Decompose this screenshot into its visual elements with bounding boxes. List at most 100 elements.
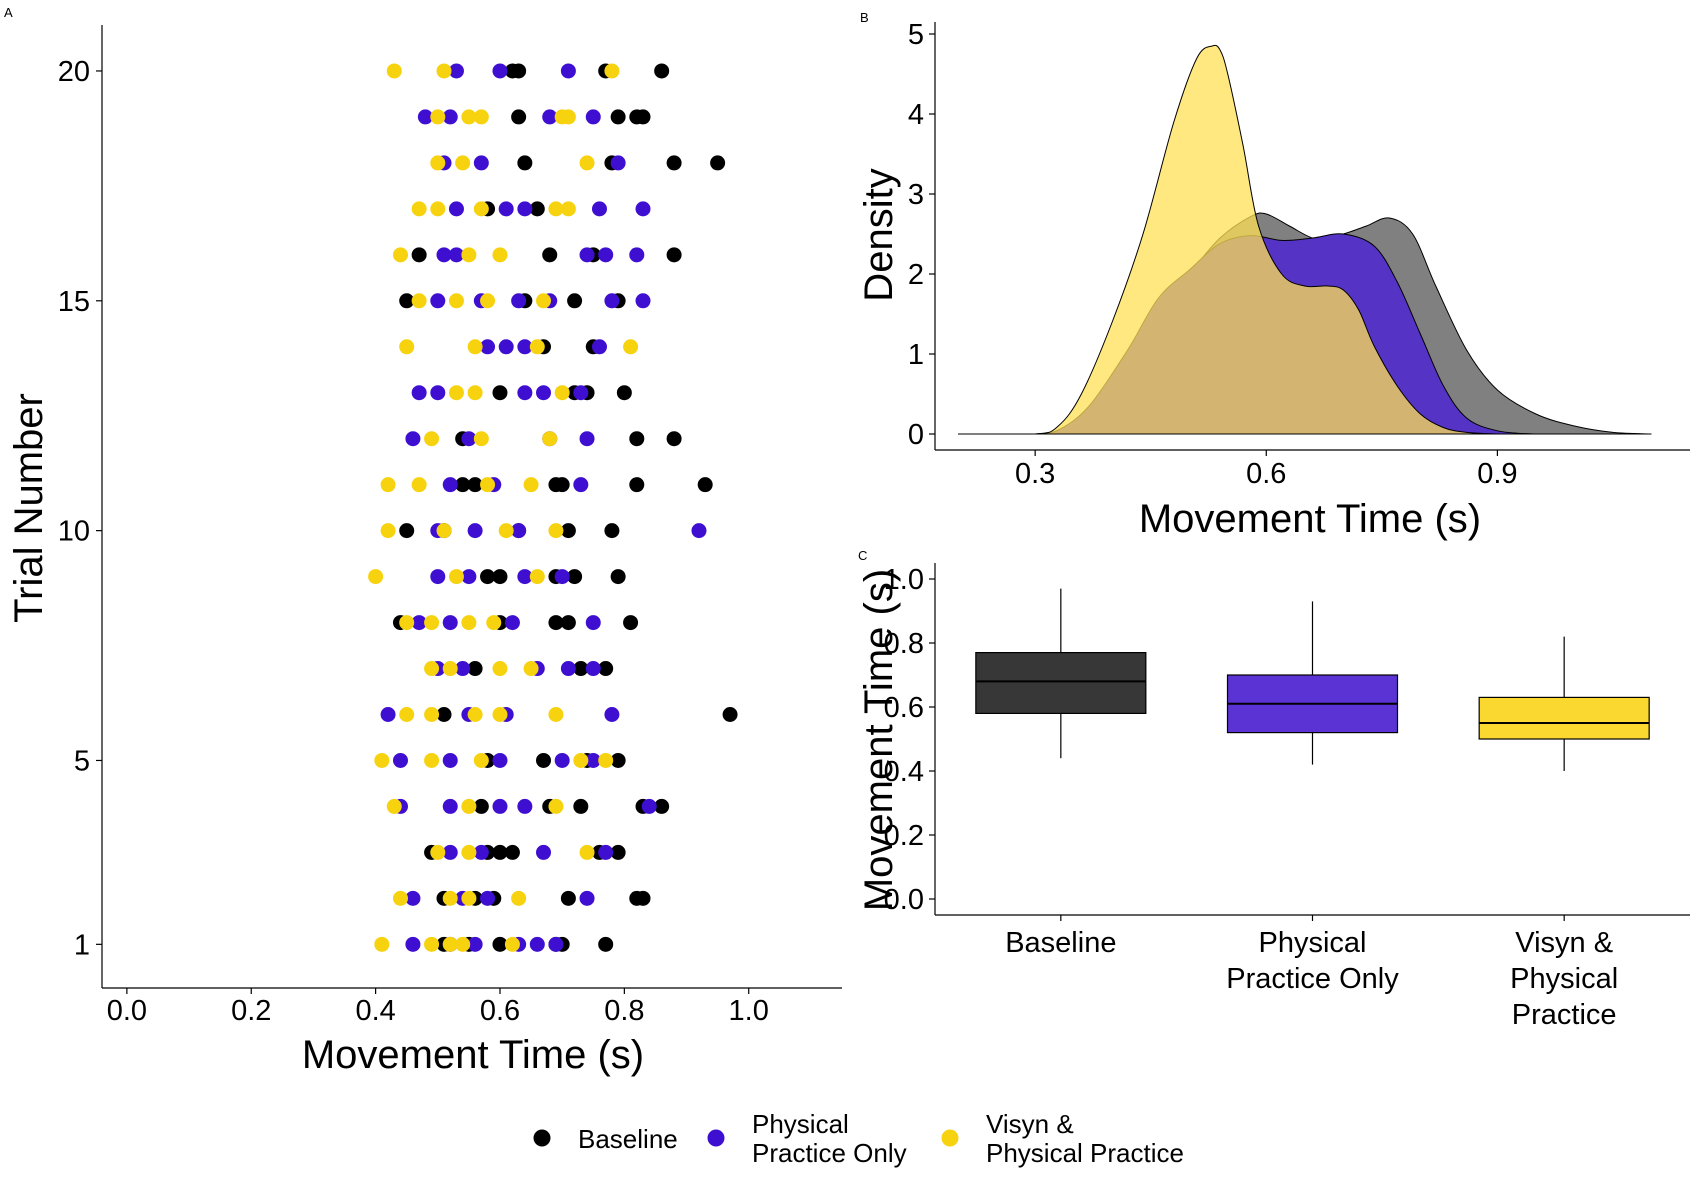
point-baseline bbox=[511, 109, 527, 125]
point-baseline bbox=[467, 477, 483, 493]
point-physical bbox=[473, 844, 489, 860]
legend-label-line: Visyn & bbox=[986, 1109, 1074, 1139]
panel-c-x-tick-label: Visyn & Physical Practice bbox=[1510, 927, 1618, 1031]
panel-a-x-tick-label: 0.6 bbox=[480, 995, 520, 1027]
panel-b-y-tick-label: 5 bbox=[908, 19, 924, 51]
point-baseline bbox=[548, 615, 564, 631]
point-physical bbox=[579, 890, 595, 906]
point-baseline bbox=[455, 477, 471, 493]
point-physical bbox=[573, 385, 589, 401]
legend-label-visyn: Visyn & Physical Practice bbox=[986, 1109, 1184, 1168]
point-visyn bbox=[467, 385, 483, 401]
point-baseline bbox=[517, 155, 533, 171]
point-visyn bbox=[511, 890, 527, 906]
point-baseline bbox=[560, 615, 576, 631]
point-visyn bbox=[461, 247, 477, 263]
point-baseline bbox=[610, 752, 626, 768]
point-visyn bbox=[424, 661, 440, 677]
point-visyn bbox=[579, 844, 595, 860]
point-baseline bbox=[467, 661, 483, 677]
point-baseline bbox=[610, 109, 626, 125]
panel-b-x-axis-title: Movement Time (s) bbox=[1139, 497, 1481, 541]
point-physical bbox=[442, 752, 458, 768]
point-physical bbox=[554, 752, 570, 768]
point-physical bbox=[392, 752, 408, 768]
point-visyn bbox=[430, 201, 446, 217]
point-physical bbox=[598, 844, 614, 860]
point-visyn bbox=[424, 706, 440, 722]
point-physical bbox=[467, 523, 483, 539]
point-physical bbox=[585, 661, 601, 677]
point-physical bbox=[498, 339, 514, 355]
point-visyn bbox=[473, 431, 489, 447]
panel-a-y-tick-label: 20 bbox=[58, 56, 90, 88]
point-physical bbox=[598, 247, 614, 263]
point-physical bbox=[492, 63, 508, 79]
point-visyn bbox=[392, 890, 408, 906]
point-visyn bbox=[411, 293, 427, 309]
point-physical bbox=[610, 155, 626, 171]
point-physical bbox=[492, 752, 508, 768]
point-visyn bbox=[430, 844, 446, 860]
point-visyn bbox=[436, 63, 452, 79]
point-visyn bbox=[560, 201, 576, 217]
panel-b-y-tick-label: 0 bbox=[908, 419, 924, 451]
point-physical bbox=[411, 615, 427, 631]
point-physical bbox=[591, 339, 607, 355]
point-physical bbox=[560, 63, 576, 79]
point-physical bbox=[591, 201, 607, 217]
point-baseline bbox=[492, 936, 508, 952]
point-visyn bbox=[386, 798, 402, 814]
point-physical bbox=[517, 385, 533, 401]
point-baseline bbox=[610, 569, 626, 585]
point-baseline bbox=[554, 477, 570, 493]
panel-c-x-tick-label-line: Physical bbox=[1259, 927, 1367, 959]
point-baseline bbox=[411, 247, 427, 263]
panel-c-axes: Baseline Physical Practice Only Visyn & Phys… bbox=[884, 563, 1690, 1031]
panel-letter-b: B bbox=[860, 10, 869, 25]
point-baseline bbox=[560, 890, 576, 906]
panel-c-x-tick-label-line: Visyn & bbox=[1515, 927, 1613, 959]
panel-a: A Trial Number Movement Time (s) 0.0 0.2 0… bbox=[4, 5, 842, 1077]
point-physical bbox=[641, 798, 657, 814]
point-physical bbox=[548, 936, 564, 952]
point-visyn bbox=[436, 523, 452, 539]
point-physical bbox=[536, 844, 552, 860]
panel-a-y-tick-label: 1 bbox=[74, 929, 90, 961]
point-visyn bbox=[374, 936, 390, 952]
legend-label-line: Practice Only bbox=[752, 1138, 907, 1168]
panel-c-boxes bbox=[975, 588, 1650, 771]
point-baseline bbox=[666, 431, 682, 447]
point-physical bbox=[511, 293, 527, 309]
point-visyn bbox=[411, 477, 427, 493]
legend-key-baseline bbox=[533, 1129, 551, 1147]
point-physical bbox=[579, 247, 595, 263]
point-physical bbox=[480, 339, 496, 355]
point-baseline bbox=[436, 706, 452, 722]
point-visyn bbox=[554, 385, 570, 401]
legend-key-physical bbox=[707, 1129, 725, 1147]
panel-c-y-tick-label: 0.4 bbox=[884, 756, 924, 788]
point-physical bbox=[579, 431, 595, 447]
point-baseline bbox=[654, 798, 670, 814]
point-physical bbox=[467, 936, 483, 952]
panel-a-points bbox=[368, 63, 738, 952]
point-visyn bbox=[374, 752, 390, 768]
point-visyn bbox=[523, 661, 539, 677]
point-visyn bbox=[442, 890, 458, 906]
point-physical bbox=[405, 890, 421, 906]
point-baseline bbox=[666, 247, 682, 263]
point-physical bbox=[629, 247, 645, 263]
panel-c-x-tick-label-line: Practice Only bbox=[1226, 963, 1399, 995]
point-physical bbox=[498, 201, 514, 217]
point-visyn bbox=[399, 615, 415, 631]
point-baseline bbox=[399, 523, 415, 539]
panel-a-x-tick-label: 1.0 bbox=[729, 995, 769, 1027]
point-physical bbox=[517, 569, 533, 585]
panel-b-y-axis-title: Density bbox=[857, 168, 901, 301]
density-area-visyn bbox=[958, 44, 1498, 435]
panel-a-x-axis-title: Movement Time (s) bbox=[302, 1033, 644, 1077]
point-physical bbox=[455, 661, 471, 677]
point-physical bbox=[554, 569, 570, 585]
point-physical bbox=[448, 247, 464, 263]
